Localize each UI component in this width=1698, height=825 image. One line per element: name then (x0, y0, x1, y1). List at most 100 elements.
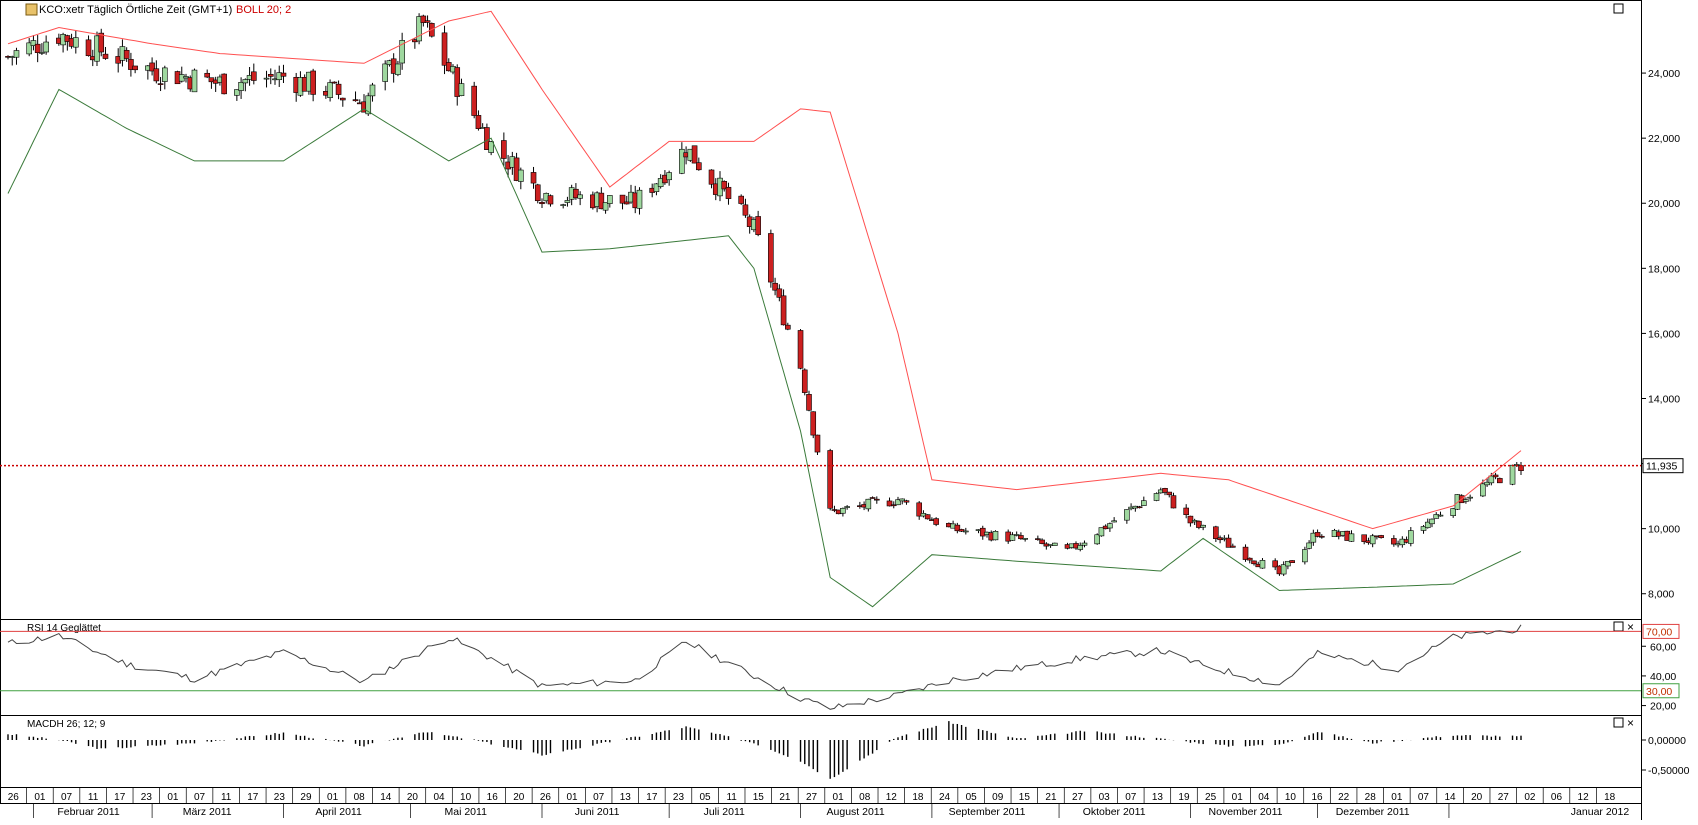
time-tick-label: 08 (859, 792, 871, 803)
candle-body (780, 295, 787, 326)
bollinger-upper-line (7, 10, 1522, 530)
instrument-label[interactable]: KCO:xetr Täglich Örtliche Zeit (GMT+1) (39, 4, 232, 16)
time-tick-label: 05 (700, 792, 712, 803)
time-tick-label: 07 (1125, 792, 1137, 803)
candle-body (1136, 506, 1143, 509)
candle-body (441, 32, 448, 66)
time-tick-label: 09 (992, 792, 1004, 803)
time-tick-label: 20 (513, 792, 525, 803)
rsi-series-line (7, 624, 1522, 710)
candle-body (865, 498, 872, 510)
candle-body (1251, 560, 1257, 565)
time-tick-label: 12 (886, 792, 898, 803)
candle-body (755, 216, 761, 235)
candle-body (1369, 535, 1376, 545)
candle-body (1492, 474, 1499, 478)
candle-body (785, 324, 791, 330)
rsi-label[interactable]: RSI 14 Geglättet (27, 623, 101, 634)
rsi-maximize-icon[interactable] (1613, 621, 1624, 632)
candle-body (768, 233, 774, 283)
candle-body (874, 498, 880, 501)
candle-body (1484, 481, 1490, 486)
candle-body (963, 530, 969, 533)
candle-body (924, 514, 931, 520)
time-tick-label: 01 (1391, 792, 1403, 803)
candle-body (365, 95, 372, 115)
time-tick-label: 01 (34, 792, 46, 803)
candle-body (1225, 537, 1232, 548)
candle-body (39, 52, 45, 54)
time-tick-label: 23 (141, 792, 153, 803)
candle-body (827, 450, 833, 509)
time-tick-label: 29 (300, 792, 312, 803)
candle-body (1314, 532, 1321, 537)
macd-label[interactable]: MACDH 26; 12; 9 (27, 719, 106, 730)
candle-body (1166, 491, 1173, 496)
time-tick-label: 16 (1311, 792, 1323, 803)
candle-body (738, 195, 744, 204)
macd-close-icon[interactable]: × (1627, 716, 1634, 730)
price-tick-label: 14,000 (1648, 393, 1680, 405)
rsi-close-icon[interactable]: × (1627, 620, 1634, 634)
time-tick-label: 11 (88, 792, 99, 803)
candle-body (1433, 514, 1440, 519)
time-tick-label: 10 (1285, 792, 1297, 803)
time-tick-label: 01 (167, 792, 179, 803)
candle-body (416, 16, 422, 42)
candle-body (234, 89, 240, 96)
price-axis: 24,00022,00020,00018,00016,00014,00012,0… (1641, 68, 1680, 601)
candle-body (1200, 524, 1206, 528)
month-label: November 2011 (1209, 806, 1283, 818)
candle-body (890, 504, 897, 507)
candle-body (530, 172, 537, 184)
month-label: Juni 2011 (575, 806, 620, 818)
candle-body (1306, 542, 1312, 549)
candle-body (1319, 535, 1325, 538)
time-tick-label: 26 (8, 792, 20, 803)
candle-body (806, 394, 812, 411)
candle-body (708, 169, 715, 185)
candle-body (43, 41, 49, 53)
candle-body (157, 83, 164, 85)
candle-body (721, 181, 728, 190)
candle-body (13, 50, 20, 58)
candle-body (1497, 478, 1503, 484)
chart-app-icon[interactable] (25, 3, 38, 16)
maximize-icon[interactable] (1613, 3, 1624, 14)
candle-body (263, 77, 270, 80)
candle-body (327, 82, 333, 98)
candle-body (34, 43, 41, 54)
time-tick-label: 21 (779, 792, 791, 803)
time-tick-label: 04 (1258, 792, 1270, 803)
time-tick-label: 01 (1232, 792, 1244, 803)
candle-body (382, 63, 388, 82)
time-tick-label: 27 (806, 792, 818, 803)
candle-body (623, 201, 630, 205)
time-tick-label: 21 (1045, 792, 1057, 803)
macd-tick-label: 0,00000 (1648, 735, 1686, 747)
macd-maximize-icon[interactable] (1613, 717, 1624, 728)
candle-body (267, 74, 274, 77)
candle-body (666, 172, 672, 181)
candle-body (539, 202, 545, 205)
candle-body (204, 72, 210, 78)
time-tick-label: 26 (540, 792, 552, 803)
overlay-label[interactable]: BOLL 20; 2 (236, 4, 291, 16)
candle-body (310, 70, 316, 95)
candle-body (1463, 499, 1469, 502)
candle-body (916, 502, 922, 517)
rsi-tick-label: 40,00 (1650, 671, 1676, 683)
candle-body (801, 369, 808, 393)
month-label: September 2011 (949, 806, 1026, 818)
candle-body (352, 99, 359, 102)
month-label: August 2011 (827, 806, 885, 818)
time-tick-label: 15 (753, 792, 765, 803)
candle-body (399, 40, 405, 64)
candle-body (132, 65, 138, 71)
time-tick-label: 05 (966, 792, 978, 803)
candle-body (458, 83, 465, 96)
candle-body (598, 192, 605, 210)
candle-body (501, 140, 507, 159)
candle-body (564, 200, 571, 203)
candle-body (1009, 534, 1016, 541)
